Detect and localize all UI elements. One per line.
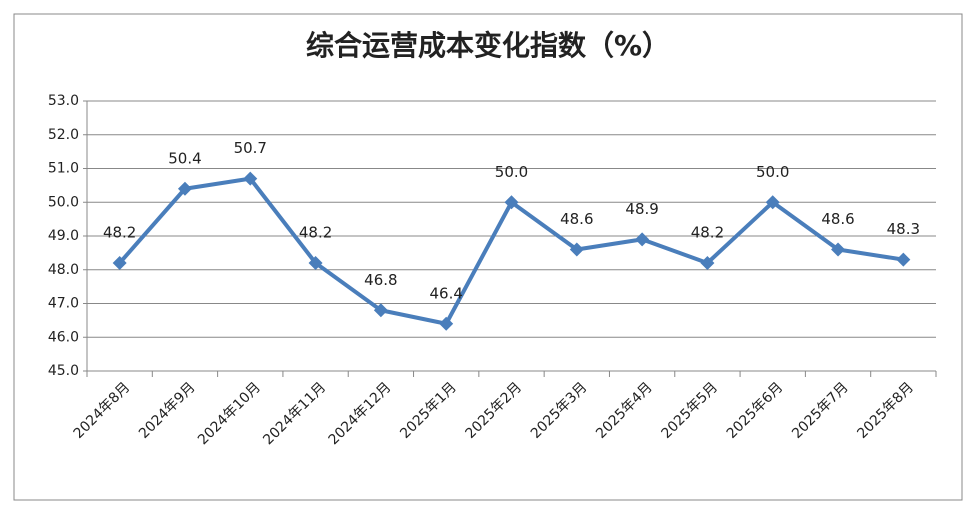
y-tick-label: 53.0 [48,93,79,109]
data-label: 48.6 [821,210,854,228]
data-label: 46.4 [429,284,462,302]
y-tick-label: 47.0 [48,296,79,312]
y-tick-label: 46.0 [48,329,79,345]
data-point [765,195,780,210]
chart-frame [13,13,963,501]
data-point [308,256,323,270]
data-label: 48.2 [691,224,724,242]
data-point [243,171,258,186]
data-point [831,242,846,257]
data-label: 50.7 [234,139,267,157]
data-label: 48.3 [887,220,920,238]
data-point [112,256,127,270]
y-tick-label: 50.0 [48,194,79,210]
data-label: 48.2 [299,224,332,242]
y-tick-label: 52.0 [48,127,79,143]
data-label: 46.8 [364,271,397,289]
data-label: 50.0 [495,163,528,181]
data-point [373,303,388,318]
data-label: 48.2 [103,224,136,242]
data-point [700,256,715,270]
data-label: 50.0 [756,163,789,181]
y-tick-label: 51.0 [48,161,79,177]
chart-title: 综合运营成本变化指数（%） [306,29,670,62]
data-point [439,316,454,331]
data-point [635,232,650,247]
data-label: 50.4 [168,149,201,167]
data-point [504,195,519,210]
data-point [569,242,584,257]
y-tick-label: 45.0 [48,363,79,379]
y-tick-label: 49.0 [48,228,79,244]
data-point [896,252,911,267]
y-tick-label: 48.0 [48,262,79,278]
data-label: 48.6 [560,210,593,228]
data-point [177,181,192,196]
data-label: 48.9 [625,200,658,218]
